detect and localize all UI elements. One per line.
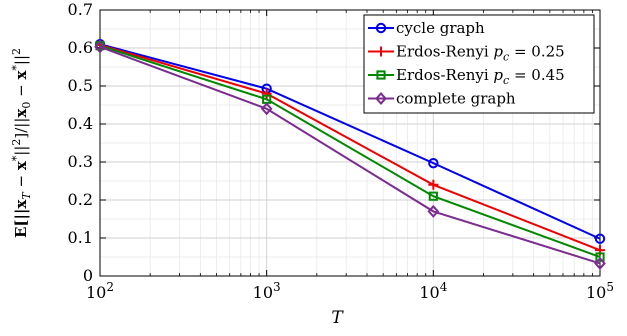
y-tick-label: 0.2 — [68, 190, 93, 209]
data-point — [261, 88, 272, 99]
data-point — [595, 252, 605, 262]
series-line — [99, 44, 601, 258]
legend-label: complete graph — [396, 90, 516, 108]
data-point — [260, 102, 273, 116]
x-tick-label: 102 — [86, 280, 114, 302]
y-tick-label: 0.6 — [68, 38, 93, 57]
y-tick-label: 0.3 — [68, 152, 93, 171]
x-tick-label: 105 — [586, 280, 614, 302]
x-tick-label: 103 — [253, 280, 281, 302]
y-tick-label: 0.5 — [68, 76, 93, 95]
series-group — [94, 39, 606, 270]
tick-labels: 102 103 104 105 0 0.1 0.2 0.3 0.4 0.5 0.6 0.7 — [68, 0, 614, 302]
legend: cycle graph Erdos-Renyi pc = 0.25Erdos-Re… — [363, 14, 595, 114]
legend-marker — [375, 92, 387, 105]
data-point — [94, 40, 106, 54]
plot-frame — [99, 9, 601, 277]
legend-item: complete graph — [368, 90, 516, 108]
x-tick-label: 104 — [419, 280, 447, 302]
series-line — [99, 45, 601, 265]
y-tick-label: 0.7 — [68, 0, 93, 19]
y-tick-label: 0.1 — [68, 228, 93, 247]
legend-label: Erdos-Renyi pc = 0.45 — [396, 66, 565, 87]
series-line — [99, 44, 601, 252]
axis-ticks — [99, 9, 601, 277]
data-point — [428, 179, 439, 190]
x-axis-label: T — [331, 308, 344, 328]
legend-marker — [375, 22, 387, 34]
data-point — [427, 204, 440, 218]
legend-item: Erdos-Renyi pc = 0.45 — [368, 66, 565, 87]
legend-item: cycle graph — [368, 19, 485, 37]
data-point — [594, 233, 606, 244]
data-point — [428, 191, 438, 201]
legend-marker — [376, 46, 386, 57]
data-point — [428, 157, 439, 169]
series-line — [99, 43, 601, 240]
y-axis-label: E[||xT − x*||2]/||x0 − x*||2 — [10, 48, 33, 238]
y-tick-label: 0.4 — [68, 114, 93, 133]
data-point — [594, 256, 606, 270]
legend-item: Erdos-Renyi pc = 0.25 — [368, 43, 565, 64]
legend-marker — [376, 70, 386, 80]
legend-label: cycle graph — [396, 19, 485, 37]
y-tick-label: 0 — [83, 266, 93, 285]
legend-box — [363, 14, 595, 114]
legend-label: Erdos-Renyi pc = 0.25 — [396, 43, 565, 64]
series-4 — [94, 40, 606, 270]
